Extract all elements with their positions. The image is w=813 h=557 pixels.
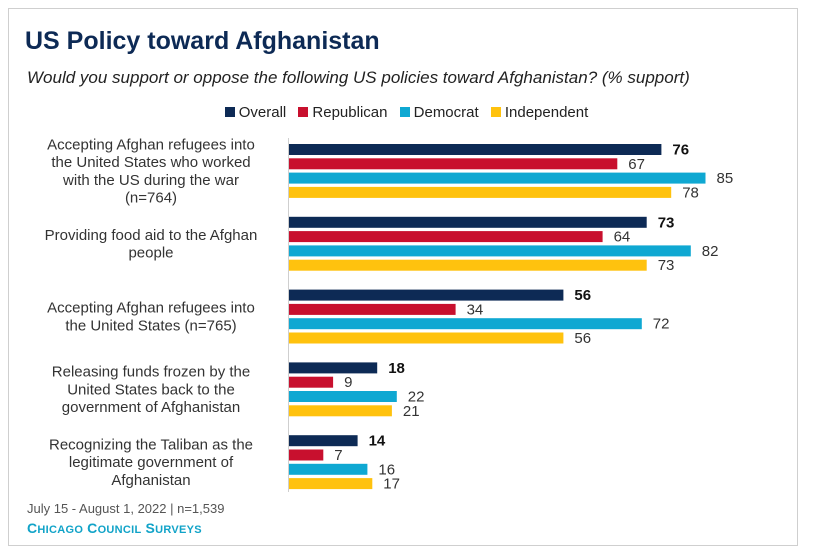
bar-democrat [289, 245, 691, 257]
bar-overall [289, 435, 358, 447]
category-label-line: the United States who worked [51, 154, 250, 171]
data-label-independent: 78 [682, 184, 699, 201]
bar-republican [289, 303, 456, 315]
legend-swatch-independent [490, 107, 501, 117]
data-label-republican: 67 [628, 156, 645, 173]
bar-independent [289, 259, 647, 271]
legend-swatch-republican [298, 107, 309, 117]
data-label-democrat: 16 [378, 461, 395, 478]
category-label-line: (n=764) [125, 190, 177, 207]
chart-subtitle: Would you support or oppose the followin… [27, 68, 690, 87]
category-label: Releasing funds frozen by the United Stat… [52, 364, 250, 416]
bar-overall [289, 216, 647, 228]
bar-independent [289, 332, 564, 344]
data-label-republican: 64 [614, 229, 631, 246]
bar-republican [289, 158, 618, 170]
data-label-independent: 56 [574, 330, 591, 347]
category-label-line: Accepting Afghan refugees into [47, 136, 255, 153]
category-label-line: Accepting Afghan refugees into [47, 300, 255, 317]
category-label-line: United States back to the [67, 381, 235, 398]
category-label-line: Recognizing the Taliban as the [49, 436, 253, 453]
legend-label-republican: Republican [312, 104, 388, 121]
category-label: Providing food aid to the Afghan people [45, 227, 258, 262]
bar-independent [289, 478, 373, 490]
bar-democrat [289, 318, 642, 330]
data-label-democrat: 85 [717, 170, 734, 187]
bar-republican [289, 449, 324, 461]
category-label-line: people [128, 245, 173, 262]
survey-date: July 15 - August 1, 2022 | n=1,539 [27, 501, 225, 516]
bar-republican [289, 376, 334, 388]
data-label-democrat: 72 [653, 316, 670, 333]
data-label-republican: 7 [334, 447, 342, 464]
legend-item-independent: Independent [490, 104, 589, 121]
legend-label-democrat: Democrat [413, 104, 479, 121]
data-label-overall: 14 [369, 433, 386, 450]
data-label-overall: 18 [388, 360, 405, 377]
category-label-line: Providing food aid to the Afghan [45, 227, 258, 244]
data-label-democrat: 22 [408, 389, 425, 406]
data-label-overall: 76 [672, 142, 689, 159]
data-label-overall: 73 [658, 214, 675, 231]
data-label-democrat: 82 [702, 243, 719, 260]
category-label-line: legitimate government of [69, 454, 234, 471]
bar-republican [289, 231, 603, 243]
legend-label-overall: Overall [238, 104, 287, 121]
source-brand: CHICAGO COUNCIL SURVEYS [27, 520, 202, 536]
chart-legend: Overall Republican Democrat Independent [0, 104, 813, 121]
category-label-line: with the US during the war [62, 172, 239, 189]
data-label-republican: 34 [467, 301, 484, 318]
legend-swatch-democrat [399, 107, 410, 117]
category-label-line: Releasing funds frozen by the [52, 364, 250, 381]
category-label-line: the United States (n=765) [65, 317, 236, 334]
legend-item-overall: Overall [224, 104, 287, 121]
legend-swatch-overall [224, 107, 235, 117]
data-label-independent: 21 [403, 403, 420, 420]
category-label-line: Afghanistan [111, 472, 190, 489]
data-label-republican: 9 [344, 374, 352, 391]
chart-title: US Policy toward Afghanistan [25, 27, 380, 55]
category-label: Accepting Afghan refugees into the United… [47, 300, 255, 335]
legend-item-democrat: Democrat [399, 104, 479, 121]
bar-overall [289, 362, 378, 374]
bar-overall [289, 144, 662, 155]
bar-democrat [289, 463, 368, 475]
legend-item-republican: Republican [298, 104, 387, 121]
bar-democrat [289, 391, 397, 402]
bar-independent [289, 405, 392, 417]
legend-label-independent: Independent [504, 104, 589, 121]
category-label-line: government of Afghanistan [62, 399, 240, 416]
chart-card [8, 8, 798, 546]
category-label: Accepting Afghan refugees into the United… [47, 136, 255, 206]
data-label-overall: 56 [574, 287, 591, 304]
bar-independent [289, 186, 672, 198]
bar-overall [289, 289, 564, 301]
bar-democrat [289, 172, 706, 184]
category-label: Recognizing the Taliban as the legitimate… [49, 436, 253, 488]
data-label-independent: 73 [658, 257, 675, 274]
data-label-independent: 17 [383, 476, 400, 493]
